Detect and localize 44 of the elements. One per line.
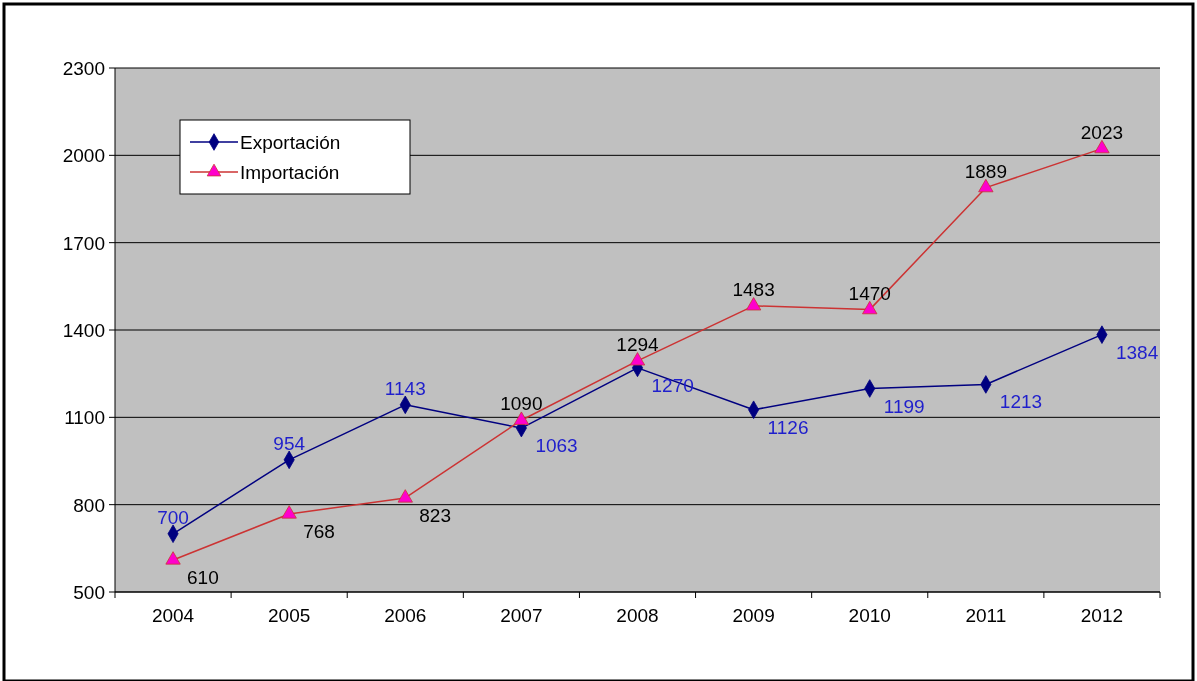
point [281,505,297,519]
point [397,489,413,503]
data-label: 1213 [999,391,1043,413]
y-tick-label: 500 [73,582,105,603]
point [746,297,762,311]
y-tick-label: 1700 [62,232,105,254]
x-tick-label: 2007 [500,605,543,626]
point [165,551,181,565]
point [978,178,994,193]
x-tick-label: 2010 [848,605,891,626]
data-label: 1384 [1115,341,1159,363]
data-label: 2023 [1080,121,1124,143]
point [513,411,529,425]
legend-label: Exportación [240,132,341,153]
x-tick-label: 2012 [1080,605,1124,626]
data-label: 1889 [964,160,1007,182]
data-label: 823 [419,504,451,526]
point [629,352,646,366]
y-tick-label: 2300 [62,58,105,79]
x-tick-label: 2011 [965,605,1007,626]
point [862,300,878,315]
data-label: 1090 [500,393,543,415]
y-tick-label: 1100 [64,407,105,429]
data-label: 1294 [616,333,660,355]
data-label: 768 [303,520,335,542]
data-label: 700 [157,506,189,528]
data-label: 1143 [384,377,426,399]
x-tick-label: 2004 [151,605,195,626]
y-tick-label: 2000 [62,145,105,167]
legend-label: Importación [240,162,340,183]
x-tick-label: 2008 [616,605,659,626]
y-tick-label: 800 [73,494,105,516]
x-tick-label: 2005 [268,605,311,626]
y-tick-label: 1400 [62,320,105,341]
data-label: 1483 [732,278,775,300]
x-tick-label: 2009 [732,605,775,626]
data-label: 1270 [651,374,694,396]
data-label: 954 [273,432,306,454]
data-label: 1063 [535,435,578,457]
data-label: 1199 [883,395,925,417]
point [1094,139,1110,154]
data-label: 610 [187,566,219,588]
data-label: 1126 [767,416,809,438]
x-tick-label: 2006 [384,605,427,626]
